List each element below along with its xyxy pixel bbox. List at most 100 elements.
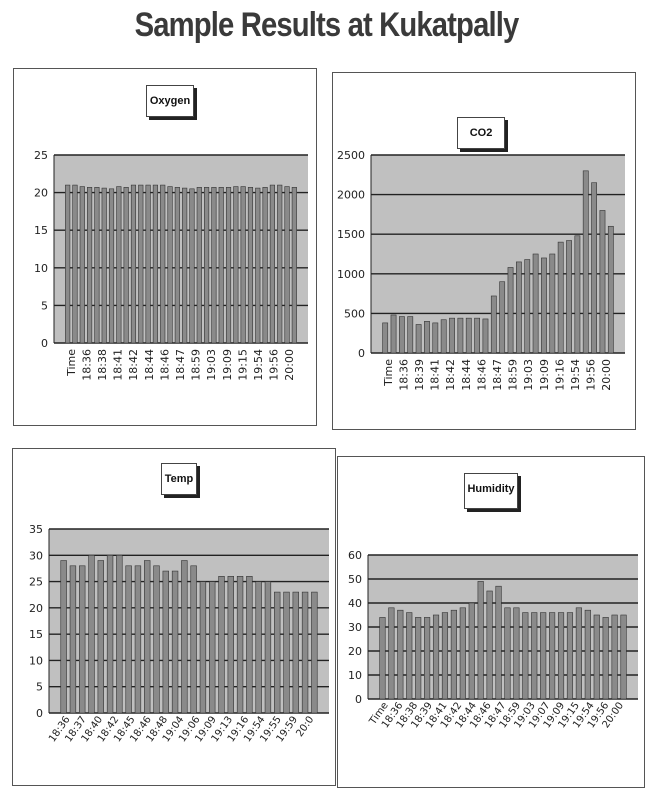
- x-tick-label: 19:54: [569, 359, 582, 391]
- bar: [189, 188, 195, 344]
- bar: [450, 609, 457, 700]
- x-tick-label: Time: [382, 359, 395, 387]
- x-tick-label: 20:0: [294, 714, 316, 739]
- x-tick-label: 19:03: [522, 359, 535, 391]
- x-tick-label: 19:09: [538, 359, 551, 391]
- bar: [174, 187, 180, 344]
- bar: [415, 617, 422, 700]
- bar: [607, 225, 614, 354]
- bar: [397, 609, 404, 700]
- bar: [477, 581, 484, 700]
- temp-chart: 0510152025303518:3618:3718:4018:4218:451…: [29, 523, 329, 744]
- bar: [574, 235, 581, 354]
- y-tick-label: 40: [348, 597, 362, 610]
- bar: [134, 565, 142, 714]
- bar: [301, 591, 309, 714]
- bar: [101, 187, 107, 344]
- bar: [440, 319, 447, 354]
- y-tick-label: 1000: [337, 268, 365, 281]
- bar: [106, 554, 114, 714]
- bar: [240, 186, 246, 344]
- bar: [204, 187, 210, 344]
- bar: [457, 317, 464, 354]
- bar: [182, 187, 188, 344]
- bar: [283, 591, 290, 714]
- x-tick-label: 18:41: [429, 359, 442, 391]
- bar: [255, 187, 261, 344]
- y-tick-label: 0: [358, 347, 365, 360]
- bar: [116, 554, 123, 714]
- bar: [218, 187, 224, 344]
- x-tick-label: 19:56: [268, 349, 281, 381]
- bar: [162, 570, 169, 714]
- x-tick-label: Time: [65, 349, 78, 377]
- bar: [557, 241, 564, 354]
- bar: [145, 184, 151, 344]
- y-tick-label: 25: [34, 149, 48, 162]
- x-tick-label: 18:36: [397, 359, 410, 391]
- bar: [167, 186, 173, 344]
- bar: [246, 576, 253, 714]
- bar: [390, 314, 397, 354]
- bar: [611, 614, 618, 700]
- chart-title: Oxygen: [146, 85, 194, 117]
- bar: [575, 607, 582, 700]
- bar: [490, 295, 497, 354]
- y-tick-label: 15: [29, 628, 43, 641]
- bar: [190, 565, 197, 714]
- temp-chart-panel: 0 5 10 15 20 25 30 35 18:36 18:37 18:40 18:42 18:45 1…: [12, 448, 336, 786]
- y-tick-label: 1500: [337, 228, 365, 241]
- bar: [482, 318, 489, 354]
- bar: [441, 612, 449, 700]
- chart-title: Temp: [161, 463, 197, 495]
- bar: [69, 565, 77, 714]
- bar: [79, 565, 86, 714]
- bar: [415, 324, 422, 354]
- bar: [108, 188, 115, 344]
- bar: [524, 259, 531, 354]
- x-tick-label: 18:46: [475, 359, 488, 391]
- bar: [87, 187, 93, 344]
- y-tick-label: 20: [29, 602, 43, 615]
- x-tick-label: 18:59: [190, 349, 203, 381]
- bar: [495, 585, 502, 700]
- bar: [499, 281, 506, 354]
- plot-area: [49, 529, 329, 713]
- y-tick-label: 10: [348, 669, 362, 682]
- x-tick-label: 19:03: [205, 349, 218, 381]
- bar: [599, 210, 606, 354]
- bar: [388, 607, 395, 700]
- bar: [382, 322, 389, 354]
- bar: [513, 607, 520, 700]
- bar: [94, 187, 100, 344]
- y-tick-label: 50: [348, 573, 362, 586]
- bar: [549, 253, 556, 354]
- y-tick-label: 20: [34, 187, 48, 200]
- y-tick-label: 35: [29, 523, 43, 536]
- bar: [138, 184, 144, 344]
- bar: [152, 184, 158, 344]
- bar: [468, 602, 475, 700]
- bar: [531, 612, 538, 700]
- y-tick-label: 30: [348, 621, 362, 634]
- bar: [209, 581, 216, 714]
- bar: [432, 322, 439, 354]
- y-tick-label: 60: [348, 549, 362, 562]
- bar: [171, 570, 179, 714]
- x-tick-label: 18:44: [143, 349, 156, 381]
- bar: [211, 187, 217, 344]
- bar: [72, 184, 78, 344]
- bar: [602, 617, 609, 700]
- bar: [199, 581, 207, 714]
- bar: [144, 560, 151, 714]
- y-tick-label: 10: [29, 654, 43, 667]
- bar: [65, 184, 71, 344]
- bar: [277, 184, 283, 344]
- bar: [236, 576, 244, 714]
- bar: [247, 187, 254, 344]
- y-tick-label: 5: [36, 681, 43, 694]
- y-tick-label: 30: [29, 549, 43, 562]
- x-tick-label: 20:00: [283, 349, 296, 381]
- x-tick-label: 19:56: [585, 359, 598, 391]
